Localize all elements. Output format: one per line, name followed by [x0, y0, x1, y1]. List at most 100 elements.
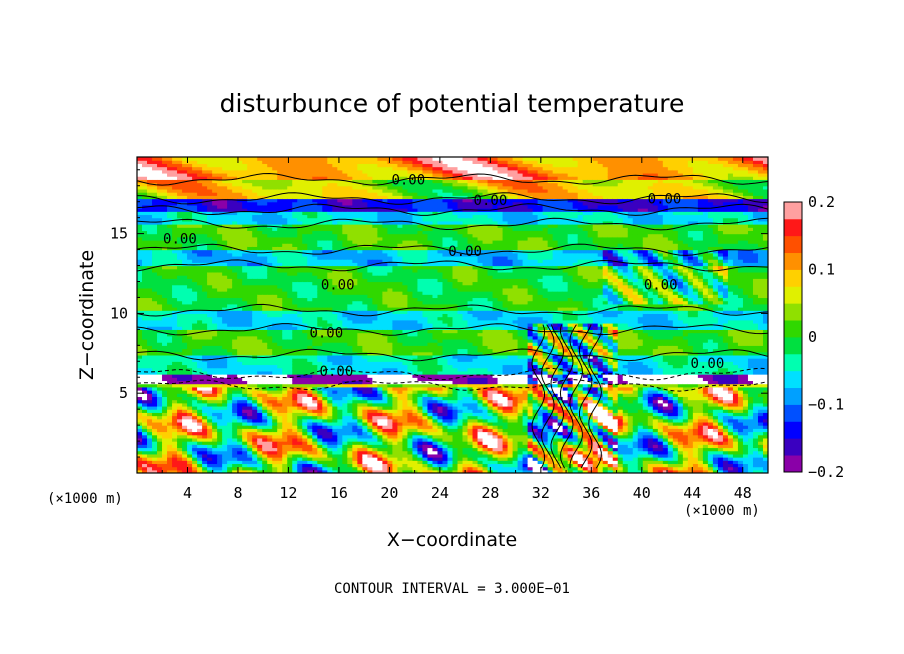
field-cell	[192, 319, 198, 324]
field-cell	[177, 380, 183, 385]
field-cell	[152, 338, 158, 343]
field-cell	[327, 160, 333, 164]
field-cell	[147, 319, 153, 324]
field-cell	[347, 275, 353, 279]
field-cell	[217, 252, 223, 257]
field-cell	[322, 182, 328, 187]
field-cell	[352, 354, 358, 359]
field-cell	[142, 469, 148, 473]
field-cell	[157, 204, 163, 209]
field-cell	[317, 169, 323, 174]
field-cell	[147, 188, 153, 193]
field-cell	[302, 329, 308, 334]
field-cell	[192, 450, 198, 455]
field-cell	[177, 431, 183, 436]
field-cell	[332, 428, 338, 433]
field-cell	[297, 425, 303, 429]
field-cell	[222, 457, 228, 461]
field-cell	[337, 409, 343, 413]
field-cell	[302, 169, 308, 174]
field-cell	[352, 396, 358, 401]
field-cell	[197, 307, 203, 311]
field-cell	[307, 335, 313, 340]
field-cell	[357, 338, 363, 343]
field-cell	[142, 275, 148, 279]
field-cell	[352, 402, 358, 407]
field-cell	[332, 377, 338, 382]
field-cell	[327, 214, 333, 219]
field-cell	[287, 220, 293, 225]
field-cell	[332, 262, 338, 267]
field-cell	[137, 450, 143, 455]
field-cell	[172, 348, 178, 353]
field-cell	[332, 316, 338, 321]
field-cell	[277, 300, 283, 305]
field-cell	[217, 434, 223, 439]
field-cell	[162, 358, 168, 362]
field-cell	[212, 463, 218, 468]
field-cell	[182, 278, 188, 283]
field-cell	[227, 201, 233, 206]
field-cell	[207, 393, 213, 397]
field-cell	[337, 214, 343, 219]
field-cell	[317, 370, 323, 375]
field-cell	[297, 262, 303, 267]
field-cell	[227, 342, 233, 346]
field-cell	[142, 169, 148, 174]
field-cell	[272, 214, 278, 219]
field-cell	[352, 284, 358, 289]
field-cell	[152, 335, 158, 340]
field-cell	[292, 431, 298, 436]
field-cell	[147, 383, 153, 388]
field-cell	[342, 255, 348, 260]
field-cell	[332, 444, 338, 449]
field-cell	[267, 351, 273, 356]
field-cell	[212, 182, 218, 187]
field-cell	[302, 441, 308, 445]
field-cell	[212, 409, 218, 413]
field-cell	[262, 444, 268, 449]
field-cell	[167, 307, 173, 311]
field-cell	[157, 201, 163, 206]
field-cell	[172, 441, 178, 445]
field-cell	[337, 227, 343, 232]
field-cell	[237, 322, 243, 327]
field-cell	[347, 434, 353, 439]
field-cell	[167, 447, 173, 452]
field-cell	[252, 418, 258, 423]
field-cell	[227, 284, 233, 289]
field-cell	[197, 262, 203, 267]
field-cell	[207, 281, 213, 286]
field-cell	[252, 316, 258, 321]
field-cell	[192, 351, 198, 356]
field-cell	[202, 227, 208, 232]
field-cell	[257, 393, 263, 397]
field-cell	[197, 172, 203, 177]
field-cell	[222, 437, 228, 442]
field-cell	[342, 431, 348, 436]
field-cell	[262, 469, 268, 473]
field-cell	[202, 374, 208, 378]
field-cell	[312, 469, 318, 473]
field-cell	[292, 275, 298, 279]
field-cell	[162, 169, 168, 174]
field-cell	[277, 393, 283, 397]
field-cell	[272, 287, 278, 292]
field-cell	[327, 447, 333, 452]
field-cell	[157, 402, 163, 407]
field-cell	[312, 262, 318, 267]
field-cell	[297, 383, 303, 388]
field-cell	[157, 163, 163, 168]
field-cell	[242, 265, 248, 270]
field-cell	[332, 287, 338, 292]
field-cell	[347, 157, 353, 161]
field-cell	[262, 281, 268, 286]
field-cell	[212, 169, 218, 174]
field-cell	[142, 428, 148, 433]
field-cell	[277, 466, 283, 471]
field-cell	[307, 246, 313, 251]
field-cell	[292, 466, 298, 471]
field-cell	[142, 208, 148, 212]
field-cell	[337, 188, 343, 193]
field-cell	[222, 176, 228, 180]
